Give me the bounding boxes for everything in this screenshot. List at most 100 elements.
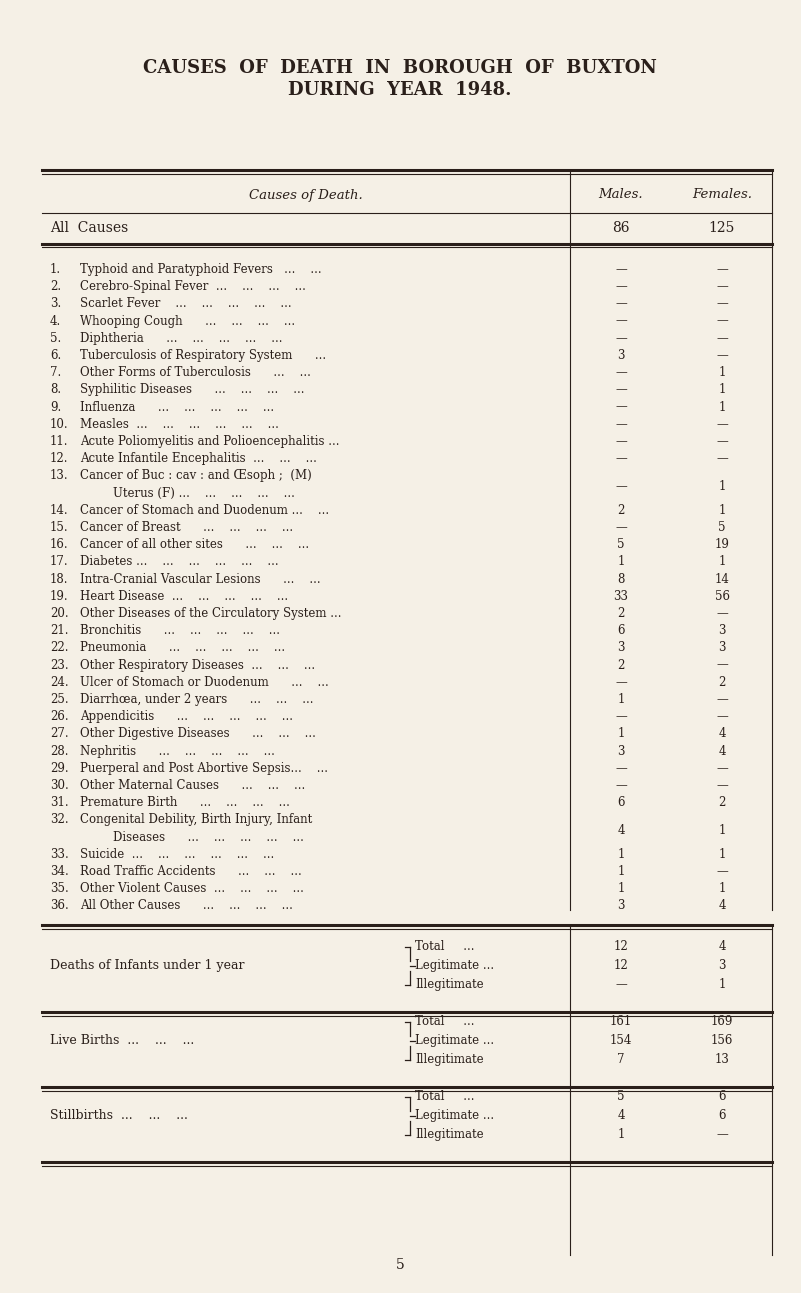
Text: 14.: 14.: [50, 504, 69, 517]
Text: Puerperal and Post Abortive Sepsis...    ...: Puerperal and Post Abortive Sepsis... ..…: [80, 762, 328, 775]
Text: Road Traffic Accidents      ...    ...    ...: Road Traffic Accidents ... ... ...: [80, 865, 302, 878]
Text: 5: 5: [718, 521, 726, 534]
Text: 4: 4: [718, 728, 726, 741]
Text: —: —: [716, 658, 728, 671]
Text: —: —: [716, 349, 728, 362]
Text: 25.: 25.: [50, 693, 69, 706]
Text: 5: 5: [618, 538, 625, 551]
Text: 3.: 3.: [50, 297, 61, 310]
Text: —: —: [716, 1127, 728, 1142]
Text: Illegitimate: Illegitimate: [415, 1053, 484, 1067]
Text: 2: 2: [718, 676, 726, 689]
Text: 1: 1: [618, 728, 625, 741]
Text: Total     ...: Total ...: [415, 1015, 474, 1028]
Text: —: —: [615, 453, 627, 465]
Text: —: —: [615, 401, 627, 414]
Text: —: —: [615, 434, 627, 447]
Text: 2: 2: [718, 796, 726, 809]
Text: —: —: [615, 762, 627, 775]
Text: 12: 12: [614, 940, 628, 953]
Text: 6: 6: [618, 796, 625, 809]
Text: 6.: 6.: [50, 349, 61, 362]
Text: 1.: 1.: [50, 262, 61, 275]
Text: Ulcer of Stomach or Duodenum      ...    ...: Ulcer of Stomach or Duodenum ... ...: [80, 676, 328, 689]
Text: 26.: 26.: [50, 710, 69, 723]
Text: Intra-Cranial Vascular Lesions      ...    ...: Intra-Cranial Vascular Lesions ... ...: [80, 573, 320, 586]
Text: 3: 3: [618, 745, 625, 758]
Text: 13: 13: [714, 1053, 730, 1067]
Text: —: —: [716, 434, 728, 447]
Text: —: —: [615, 676, 627, 689]
Text: 1: 1: [618, 693, 625, 706]
Text: 29.: 29.: [50, 762, 69, 775]
Text: 1: 1: [718, 978, 726, 992]
Text: Live Births  ...    ...    ...: Live Births ... ... ...: [50, 1034, 195, 1047]
Text: 1: 1: [618, 1127, 625, 1142]
Text: 21.: 21.: [50, 625, 69, 637]
Text: Other Forms of Tuberculosis      ...    ...: Other Forms of Tuberculosis ... ...: [80, 366, 311, 379]
Text: —: —: [716, 865, 728, 878]
Text: 1: 1: [718, 480, 726, 493]
Text: Total     ...: Total ...: [415, 1090, 474, 1103]
Text: 7.: 7.: [50, 366, 61, 379]
Text: 1: 1: [618, 882, 625, 895]
Text: 5.: 5.: [50, 332, 61, 345]
Text: —: —: [716, 453, 728, 465]
Text: 1: 1: [618, 556, 625, 569]
Text: 34.: 34.: [50, 865, 69, 878]
Text: 33.: 33.: [50, 848, 69, 861]
Text: Diabetes ...    ...    ...    ...    ...    ...: Diabetes ... ... ... ... ... ...: [80, 556, 279, 569]
Text: Legitimate ...: Legitimate ...: [415, 1034, 494, 1047]
Text: Influenza      ...    ...    ...    ...    ...: Influenza ... ... ... ... ...: [80, 401, 274, 414]
Text: 31.: 31.: [50, 796, 69, 809]
Text: —: —: [615, 297, 627, 310]
Text: Tuberculosis of Respiratory System      ...: Tuberculosis of Respiratory System ...: [80, 349, 326, 362]
Text: Measles  ...    ...    ...    ...    ...    ...: Measles ... ... ... ... ... ...: [80, 418, 279, 431]
Text: 6: 6: [718, 1090, 726, 1103]
Text: 4: 4: [618, 1109, 625, 1122]
Text: 1: 1: [718, 384, 726, 397]
Text: —: —: [615, 480, 627, 493]
Text: Cerebro-Spinal Fever  ...    ...    ...    ...: Cerebro-Spinal Fever ... ... ... ...: [80, 281, 306, 294]
Text: —: —: [716, 778, 728, 793]
Text: Syphilitic Diseases      ...    ...    ...    ...: Syphilitic Diseases ... ... ... ...: [80, 384, 304, 397]
Text: —: —: [716, 418, 728, 431]
Text: Uterus (F) ...    ...    ...    ...    ...: Uterus (F) ... ... ... ... ...: [98, 486, 295, 499]
Text: —: —: [615, 521, 627, 534]
Text: 156: 156: [710, 1034, 733, 1047]
Text: 1: 1: [718, 366, 726, 379]
Text: 2: 2: [618, 606, 625, 621]
Text: —: —: [615, 332, 627, 345]
Text: 3: 3: [618, 349, 625, 362]
Text: Bronchitis      ...    ...    ...    ...    ...: Bronchitis ... ... ... ... ...: [80, 625, 280, 637]
Text: 2.: 2.: [50, 281, 61, 294]
Text: 1: 1: [618, 865, 625, 878]
Text: Stillbirths  ...    ...    ...: Stillbirths ... ... ...: [50, 1109, 188, 1122]
Text: Premature Birth      ...    ...    ...    ...: Premature Birth ... ... ... ...: [80, 796, 290, 809]
Text: 23.: 23.: [50, 658, 69, 671]
Text: —: —: [716, 332, 728, 345]
Text: 2: 2: [618, 504, 625, 517]
Text: Cancer of Buc : cav : and Œsoph ;  (M): Cancer of Buc : cav : and Œsoph ; (M): [80, 469, 312, 482]
Text: 3: 3: [618, 641, 625, 654]
Text: 5: 5: [396, 1258, 405, 1272]
Text: 1: 1: [718, 824, 726, 837]
Text: —: —: [615, 262, 627, 275]
Text: All  Causes: All Causes: [50, 221, 128, 235]
Text: —: —: [716, 281, 728, 294]
Text: Other Violent Causes  ...    ...    ...    ...: Other Violent Causes ... ... ... ...: [80, 882, 304, 895]
Text: Cancer of Stomach and Duodenum ...    ...: Cancer of Stomach and Duodenum ... ...: [80, 504, 329, 517]
Text: 20.: 20.: [50, 606, 69, 621]
Text: 14: 14: [714, 573, 730, 586]
Text: 161: 161: [610, 1015, 632, 1028]
Text: Females.: Females.: [692, 189, 752, 202]
Text: 19: 19: [714, 538, 730, 551]
Text: Pneumonia      ...    ...    ...    ...    ...: Pneumonia ... ... ... ... ...: [80, 641, 285, 654]
Text: —: —: [615, 710, 627, 723]
Text: —: —: [716, 297, 728, 310]
Text: Total     ...: Total ...: [415, 940, 474, 953]
Text: 4: 4: [618, 824, 625, 837]
Text: —: —: [716, 314, 728, 327]
Text: 19.: 19.: [50, 590, 69, 603]
Text: 1: 1: [718, 401, 726, 414]
